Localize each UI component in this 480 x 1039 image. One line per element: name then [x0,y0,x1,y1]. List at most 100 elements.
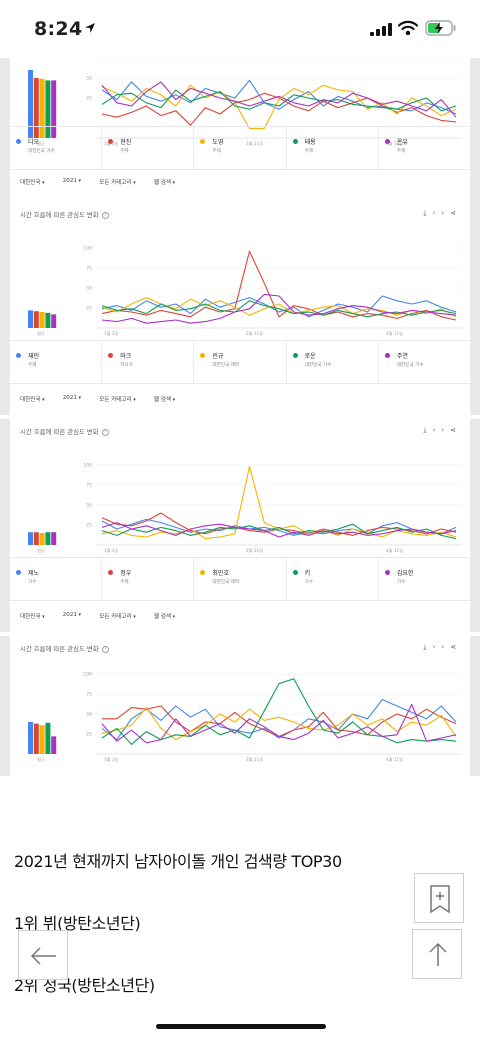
filter-dropdown[interactable]: 모든 카테고리 [99,612,136,624]
embed-icon: ‹› [432,643,451,651]
status-bar: 8:24 [0,0,480,58]
embed-icon: ‹› [432,426,451,434]
legend-item[interactable]: 재민 주제 [10,341,103,383]
filter-dropdown[interactable]: 대한민국 [20,178,45,190]
y-tick-label: 25 [86,732,92,738]
legend-dot [108,353,114,358]
trends-card-1: 50 25 1월 3일 2월 21일 4월 11일 평균 디오 대한민국 가수 현진 주제 도영 주… [10,58,470,202]
legend-item[interactable]: 태용 주제 [287,127,379,169]
legend-1: 디오 대한민국 가수 현진 주제 도영 주제 태용 주제 온유 주제 [10,126,470,170]
trends-screenshot-1: 50 25 1월 3일 2월 21일 4월 11일 평균 디오 대한민국 가수 현진 주제 도영 주… [0,58,480,202]
y-tick-label: 50 [86,286,92,292]
average-bar [45,80,51,138]
battery-charging-icon [425,20,456,36]
trends-screenshot-4: 시간 흐름에 따른 관심도 변화? ⤓‹›⋖ 100 75 50 25 1월 3일 2월 … [0,636,480,776]
y-tick-label: 50 [86,503,92,509]
legend-name: 로운 [304,353,316,360]
back-button[interactable] [18,930,68,980]
x-tick-label: 2월 21일 [246,756,263,763]
average-bar [28,532,33,545]
legend-name: 주연 [396,353,408,360]
legend-dot [200,139,206,144]
legend-item[interactable]: 온유 주제 [379,127,470,169]
legend-item[interactable]: 마크 작사가 [102,341,195,383]
help-icon[interactable]: ? [101,645,109,653]
legend-item[interactable]: 현진 주제 [102,127,195,169]
average-label: 평균 [37,140,45,146]
average-bar [28,310,33,328]
help-icon[interactable]: ? [101,211,109,219]
legend-item[interactable]: 키 가수 [287,558,379,600]
average-bar [51,736,57,754]
card-actions-2[interactable]: ⤓‹›⋖ [423,209,462,218]
legend-dot [108,570,114,575]
average-bar [33,723,39,754]
embed-icon: ‹› [432,209,451,217]
filter-dropdown[interactable]: 웹 검색 [154,395,175,407]
x-tick-label: 1월 3일 [104,330,119,337]
legend-subtitle: 가수 [28,580,37,585]
legend-name: 현진 [120,139,132,146]
scroll-to-top-button[interactable] [412,929,462,979]
legend-item[interactable]: 민규 대한민국 래퍼 [194,341,287,383]
legend-dot [292,139,298,144]
download-icon: ⤓ [423,643,433,651]
filter-dropdown[interactable]: 2021 [63,395,81,407]
filter-dropdown[interactable]: 대한민국 [20,612,45,624]
x-tick-label: 1월 3일 [104,547,119,554]
filter-dropdown[interactable]: 웹 검색 [154,178,175,190]
legend-subtitle: 대한민국 가수 [28,149,55,154]
legend-name: 최민호 [212,570,229,577]
series-line [101,84,457,129]
share-icon: ⋖ [450,426,462,434]
trend-graph-3: 100 75 50 25 1월 3일 2월 21일 4월 11일 평균 [28,463,462,554]
legend-subtitle: 대한민국 래퍼 [212,363,240,368]
filter-dropdown[interactable]: 모든 카테고리 [99,395,136,407]
help-icon[interactable]: ? [101,428,109,436]
average-bar [51,314,57,328]
filter-dropdown[interactable]: 2021 [63,178,81,190]
trend-graph-4: 100 75 50 25 1월 3일 2월 21일 4월 11일 평균 [28,672,462,763]
series-line [101,703,457,744]
legend-item[interactable]: 도영 주제 [194,127,287,169]
trend-graph-2: 100 75 50 25 1월 3일 2월 21일 4월 11일 평균 [28,246,462,337]
legend-item[interactable]: 정우 주제 [102,558,195,600]
trends-card-3: 시간 흐름에 따른 관심도 변화? ⤓‹›⋖ 100 75 50 25 1월 3일 2월 … [10,419,470,632]
series-line [101,678,457,745]
legend-item[interactable]: 김요한 가수 [379,558,470,600]
trends-card-4: 시간 흐름에 따른 관심도 변화? ⤓‹›⋖ 100 75 50 25 1월 3일 2월 … [10,636,470,776]
legend-dot [16,353,21,358]
legend-3: 제노 가수 정우 주제 최민호 대한민국 래퍼 키 가수 김요한 가수 [10,557,470,601]
article-page: 50 25 1월 3일 2월 21일 4월 11일 평균 디오 대한민국 가수 현진 주제 도영 주… [0,58,480,1039]
series-line [101,522,457,538]
filter-dropdown[interactable]: 모든 카테고리 [99,178,136,190]
legend-dot [384,570,390,575]
bookmark-button[interactable] [414,873,464,923]
card-actions-4[interactable]: ⤓‹›⋖ [423,643,462,652]
legend-name: 정우 [120,570,132,577]
legend-item[interactable]: 제노 가수 [10,558,103,600]
legend-subtitle: 대한민국 가수 [396,363,424,368]
legend-item[interactable]: 디오 대한민국 가수 [10,127,103,169]
rank-1: 1위 뷔(방탄소년단) [14,914,141,933]
average-bar [39,725,45,754]
trends-card-2: 시간 흐름에 따른 관심도 변화? ⤓‹›⋖ 100 75 50 25 1월 3일 2월 … [10,202,470,415]
legend-subtitle: 가수 [396,580,406,585]
legend-name: 키 [304,570,311,577]
legend-dot [384,353,390,358]
home-indicator [156,1024,326,1029]
legend-dot [16,139,21,144]
card-actions-3[interactable]: ⤓‹›⋖ [423,426,462,435]
filter-dropdown[interactable]: 대한민국 [20,395,45,407]
series-line [101,523,457,540]
share-icon: ⋖ [450,643,462,651]
card-title-3: 시간 흐름에 따른 관심도 변화? [20,427,109,436]
bookmark-add-icon [430,885,450,914]
average-bar [45,312,51,328]
filter-dropdown[interactable]: 2021 [63,612,81,624]
legend-item[interactable]: 최민호 대한민국 래퍼 [194,558,287,600]
series-line [101,518,457,536]
filter-dropdown[interactable]: 웹 검색 [154,612,175,624]
legend-item[interactable]: 로운 대한민국 가수 [287,341,379,383]
